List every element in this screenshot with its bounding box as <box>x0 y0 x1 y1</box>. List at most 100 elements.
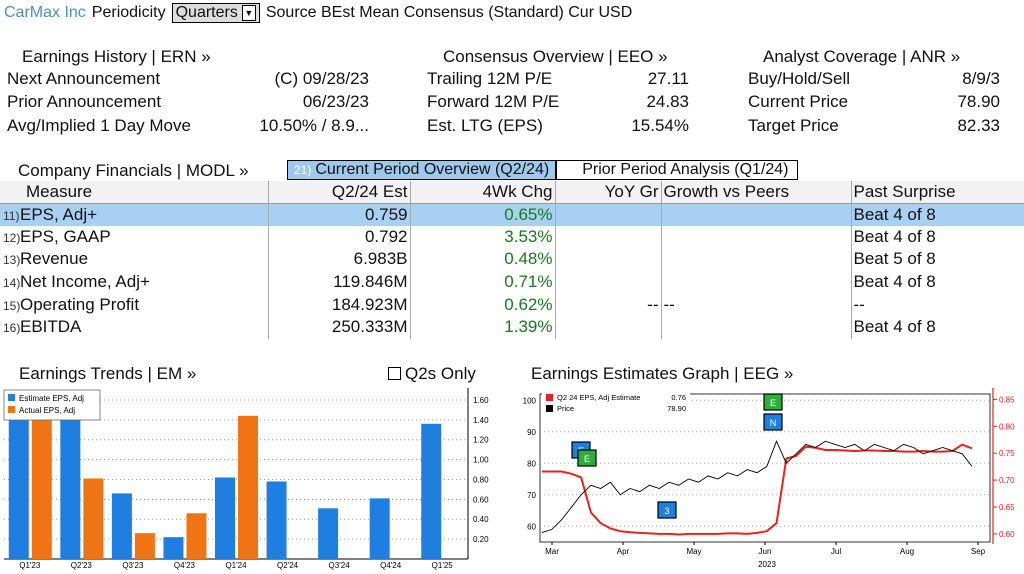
tab-prior-period[interactable]: Prior Period Analysis (Q1/24) <box>556 160 798 180</box>
legend-swatch <box>8 406 15 413</box>
x-tick-label: Apr <box>617 547 630 556</box>
table-row[interactable]: 12)EPS, GAAP 0.792 3.53% Beat 4 of 8 <box>0 225 1024 249</box>
ltg-row: Est. LTG (EPS) 15.54% <box>427 116 689 136</box>
chg-cell: 0.62% <box>410 293 556 316</box>
measure-cell: Operating Profit <box>20 294 140 314</box>
right-tick-label: 0.60 <box>999 530 1015 539</box>
analyst-coverage-title[interactable]: Analyst Coverage | ANR » <box>763 47 961 66</box>
yoy-cell <box>555 270 662 294</box>
financials-tabs: 21) Current Period Overview (Q2/24) Prior… <box>287 160 798 180</box>
peers-cell <box>661 248 852 271</box>
peers-cell <box>661 315 852 339</box>
y-tick-label: 0.40 <box>473 515 489 524</box>
legend-label: Price <box>557 404 574 413</box>
y-tick-label: 0.20 <box>473 535 489 544</box>
peers-cell <box>661 225 852 249</box>
event-marker-label: E <box>584 454 590 464</box>
forward-pe-label: Forward 12M P/E <box>427 92 560 111</box>
target-price-label: Target Price <box>748 116 839 135</box>
event-marker-label: E <box>770 398 776 408</box>
price-line <box>541 440 973 534</box>
q2s-only-label: Q2s Only <box>405 364 476 383</box>
yoy-cell <box>555 248 662 271</box>
event-marker <box>577 449 597 467</box>
event-marker <box>657 501 677 519</box>
company-name[interactable]: CarMax Inc <box>4 4 86 21</box>
tab-current-period[interactable]: 21) Current Period Overview (Q2/24) <box>287 160 557 180</box>
x-tick-label: Aug <box>900 547 914 556</box>
legend-box <box>3 389 101 421</box>
measure-cell: Revenue <box>20 249 89 269</box>
bar <box>31 399 52 559</box>
col-peers[interactable]: Growth vs Peers <box>661 181 852 204</box>
right-tick-label: 0.65 <box>999 503 1015 512</box>
surprise-cell: -- <box>853 294 865 314</box>
financials-table: Measure Q2/24 Est 4Wk Chg YoY Gr Growth … <box>0 181 1024 339</box>
chg-cell: 0.71% <box>410 270 556 294</box>
tab-current-label: Current Period Overview (Q2/24) <box>315 161 550 178</box>
earnings-history-title[interactable]: Earnings History | ERN » <box>22 47 211 66</box>
chg-cell: 3.53% <box>410 225 556 249</box>
consensus-overview-title[interactable]: Consensus Overview | EEO » <box>443 47 668 66</box>
right-tick-label: 0.70 <box>999 476 1015 485</box>
legend-swatch <box>546 394 553 401</box>
table-row[interactable]: 16)EBITDA 250.333M 1.39% Beat 4 of 8 <box>0 315 1024 339</box>
right-tick-label: 0.80 <box>999 422 1015 431</box>
prior-announcement-row: Prior Announcement 06/23/23 <box>7 92 369 112</box>
legend-value: 0.76 <box>671 393 686 402</box>
q2s-only-toggle[interactable]: Q2s Only <box>388 364 476 384</box>
col-est[interactable]: Q2/24 Est <box>268 181 411 204</box>
right-tick-label: 0.75 <box>999 449 1015 458</box>
table-row[interactable]: 11)EPS, Adj+ 0.759 0.65% Beat 4 of 8 <box>0 203 1024 226</box>
buy-hold-sell-label: Buy/Hold/Sell <box>748 69 851 88</box>
next-announcement-row: Next Announcement (C) 09/28/23 <box>7 69 369 89</box>
est-cell: 184.923M <box>268 293 411 316</box>
legend-label: Q2 24 EPS, Adj Estimate <box>557 393 640 402</box>
row-number: 16) <box>3 321 21 336</box>
legend-swatch <box>546 405 553 412</box>
row-number: 14) <box>3 276 21 291</box>
bar <box>369 498 390 559</box>
earnings-trends-chart: 0.20 0.40 0.60 0.80 1.00 1.20 1.40 1.60 Q1'23 Q2'… <box>3 388 489 570</box>
current-price-row: Current Price 78.90 <box>748 92 1000 112</box>
table-row[interactable]: 13)Revenue 6.983B 0.48% Beat 5 of 8 <box>0 248 1024 271</box>
dropdown-arrow-icon[interactable]: ▼ <box>241 5 256 21</box>
company-financials-title[interactable]: Company Financials | MODL » <box>18 161 249 180</box>
x-tick-label: Q4'23 <box>174 561 196 570</box>
earnings-trends-title[interactable]: Earnings Trends | EM » <box>19 364 197 383</box>
est-cell: 119.846M <box>268 270 411 294</box>
buy-hold-sell-value: 8/9/3 <box>962 69 1000 88</box>
prior-announcement-label: Prior Announcement <box>7 92 162 111</box>
left-tick-label: 90 <box>527 428 536 437</box>
bar <box>83 478 104 559</box>
checkbox-icon[interactable] <box>388 367 401 380</box>
x-tick-label: Sep <box>971 547 986 556</box>
bar <box>60 414 81 559</box>
x-tick-label: Q2'23 <box>71 561 93 570</box>
trailing-pe-label: Trailing 12M P/E <box>427 69 553 88</box>
est-cell: 250.333M <box>268 315 411 339</box>
col-surprise[interactable]: Past Surprise <box>851 181 1024 204</box>
surprise-cell: Beat 4 of 8 <box>853 272 936 292</box>
y-tick-label: 0.80 <box>473 475 489 484</box>
measure-cell: Net Income, Adj+ <box>20 272 150 292</box>
periodicity-select[interactable]: Quarters ▼ <box>171 3 260 23</box>
earnings-estimates-title[interactable]: Earnings Estimates Graph | EEG » <box>531 364 794 383</box>
trailing-pe-value: 27.11 <box>647 69 689 88</box>
col-chg[interactable]: 4Wk Chg <box>410 181 556 204</box>
chg-cell: 0.65% <box>410 203 556 226</box>
col-measure[interactable]: Measure <box>0 181 269 204</box>
col-yoy[interactable]: YoY Gr <box>555 181 662 204</box>
periodicity-value: Quarters <box>175 4 238 21</box>
x-tick-label: Q3'24 <box>329 561 351 570</box>
y-tick-label: 0.60 <box>473 495 489 504</box>
legend-label: Actual EPS, Adj <box>19 406 75 415</box>
x-tick-label: Jul <box>831 547 841 556</box>
table-row[interactable]: 15)Operating Profit 184.923M 0.62% -- --… <box>0 293 1024 316</box>
chg-cell: 1.39% <box>410 315 556 339</box>
event-marker <box>763 413 783 431</box>
peers-cell <box>661 203 852 226</box>
event-marker-label: N <box>770 418 777 428</box>
table-row[interactable]: 14)Net Income, Adj+ 119.846M 0.71% Beat … <box>0 270 1024 294</box>
bar <box>163 537 184 559</box>
